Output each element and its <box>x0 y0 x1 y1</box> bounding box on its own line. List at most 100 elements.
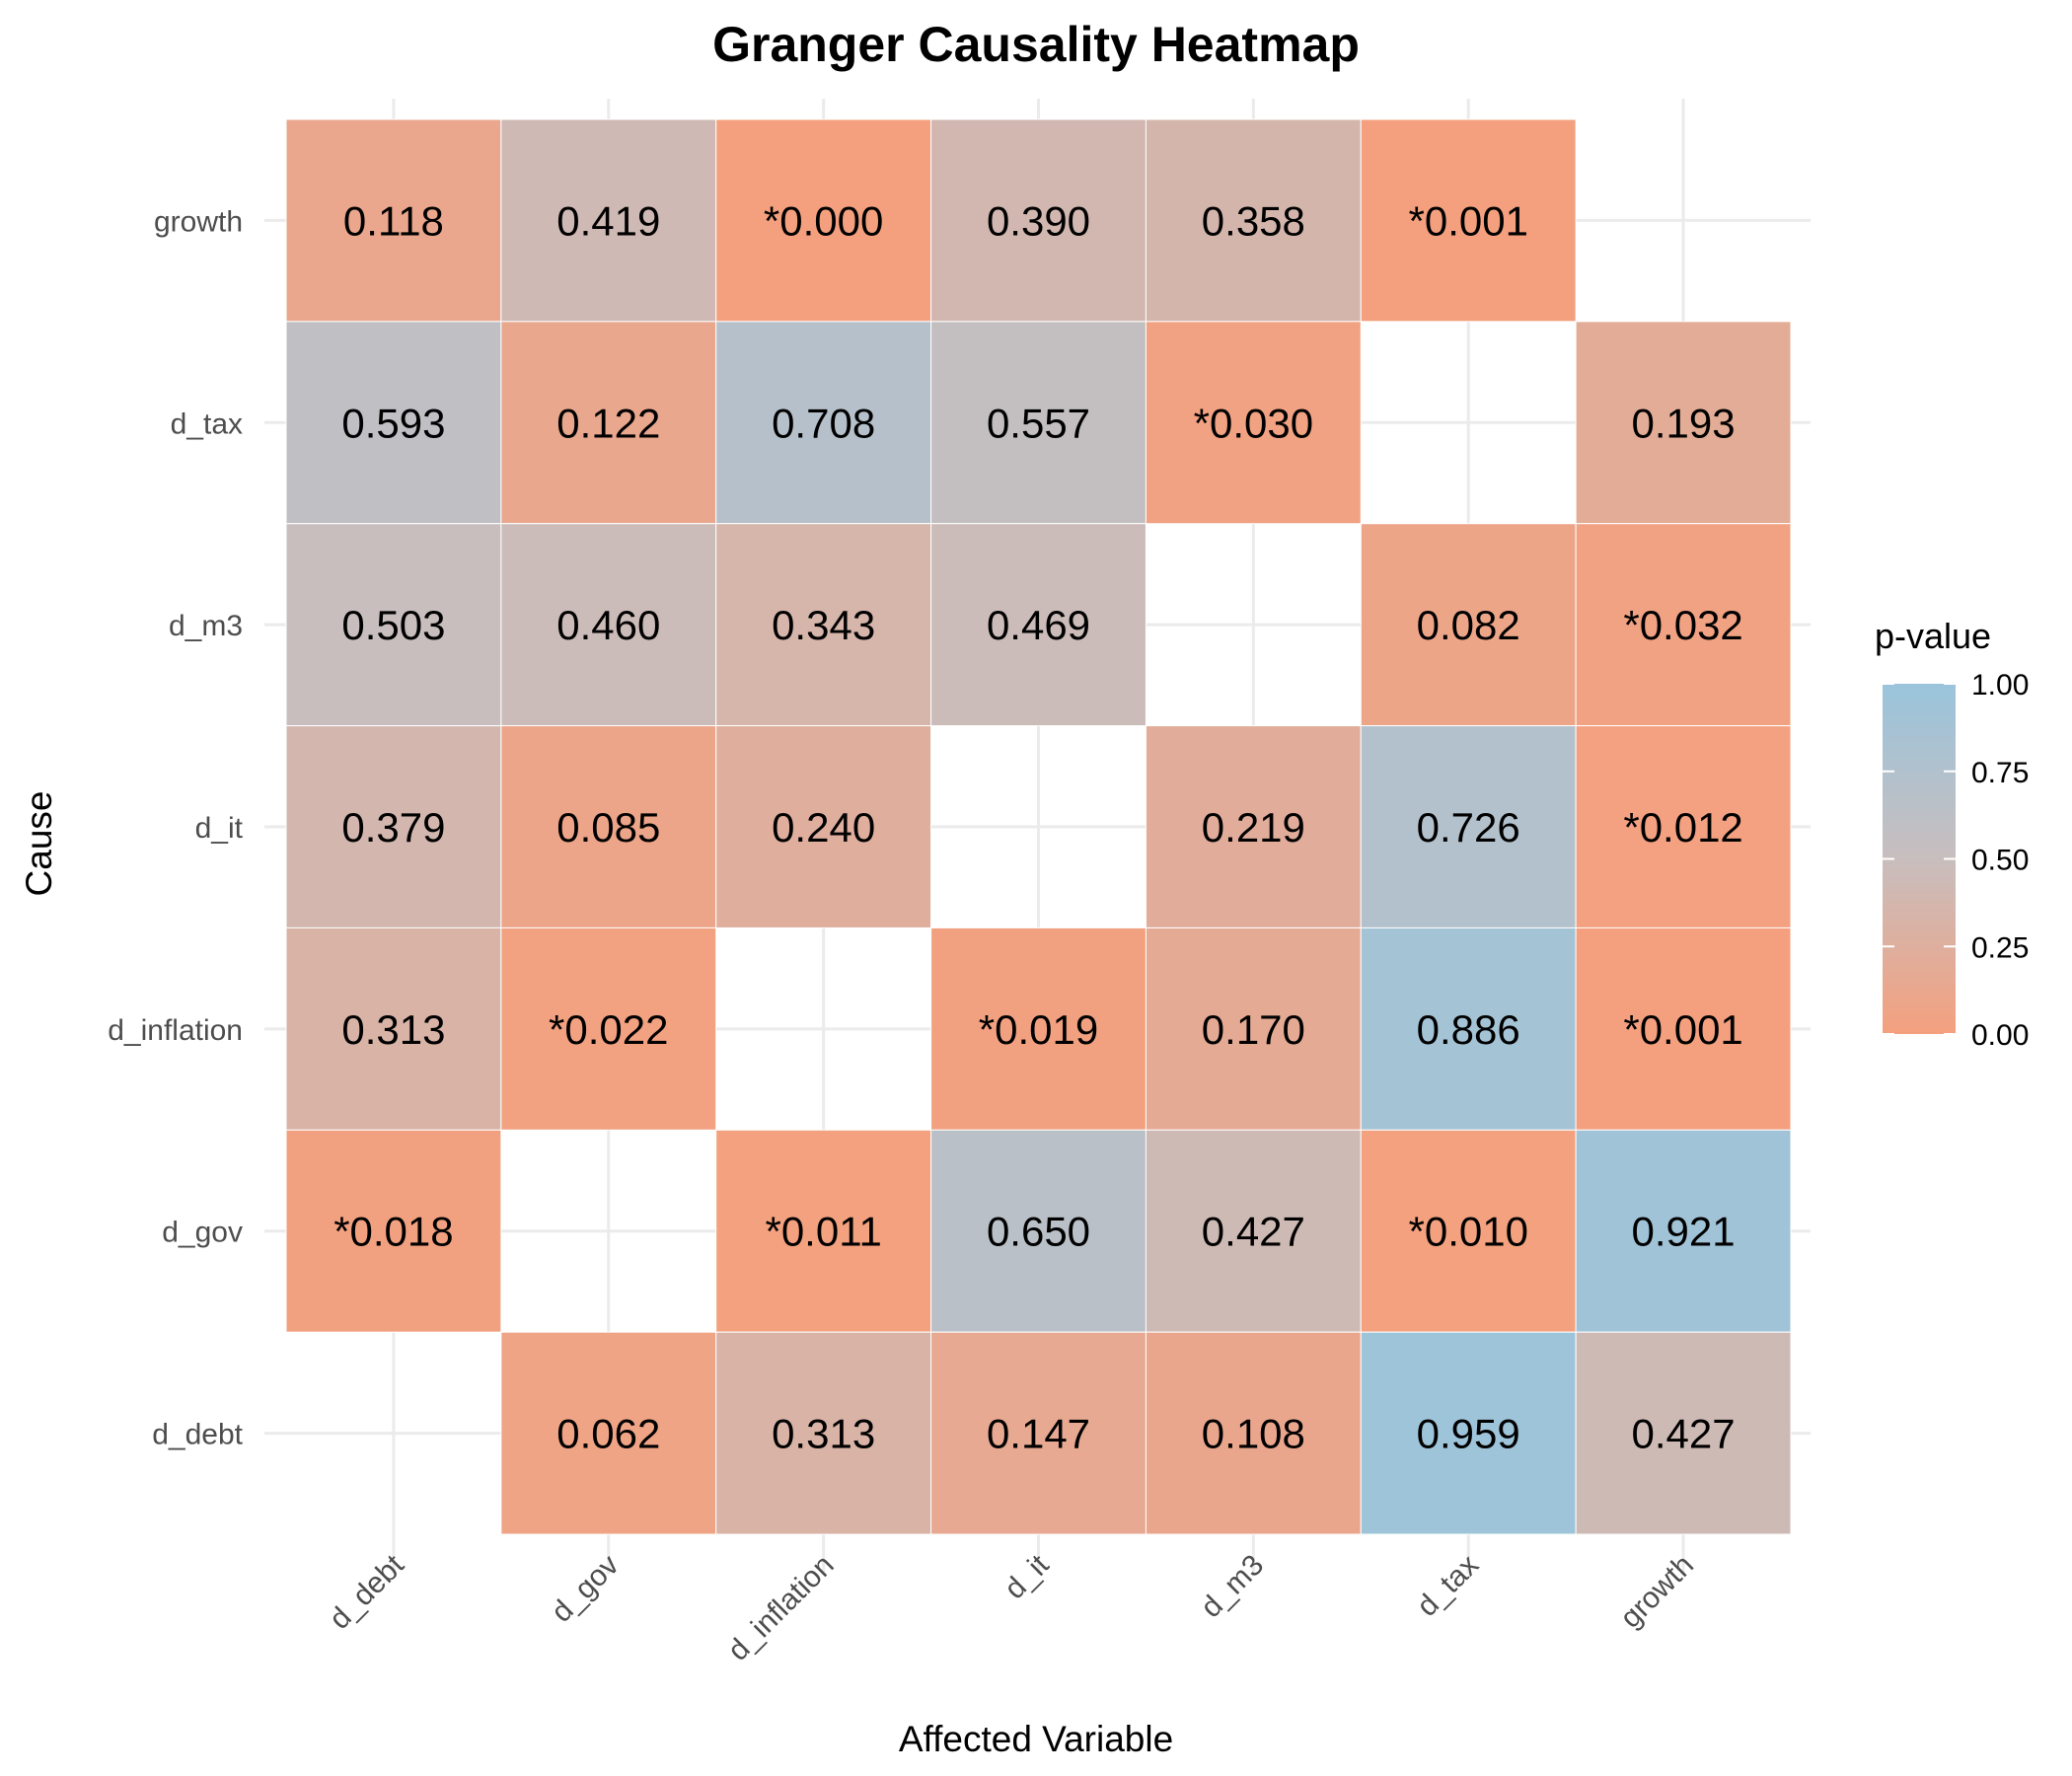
cell-value-label: 0.147 <box>987 1411 1090 1457</box>
heatmap-cell <box>500 926 717 1131</box>
cell-value-label: 0.062 <box>556 1411 660 1457</box>
cell-value-label: *0.032 <box>1623 602 1742 648</box>
cell-value-label: 0.419 <box>556 197 660 244</box>
heatmap-cells <box>285 118 1792 1535</box>
heatmap-cell <box>1575 523 1792 727</box>
heatmap-cell <box>1360 118 1577 323</box>
cell-value-label: *0.019 <box>979 1006 1098 1053</box>
heatmap-cell <box>500 1331 717 1535</box>
cell-value-label: 0.108 <box>1202 1411 1305 1457</box>
heatmap-cell <box>500 321 717 525</box>
heatmap-cell <box>930 926 1147 1131</box>
cell-value-label: 0.343 <box>772 602 875 648</box>
heatmap-cell <box>500 725 717 928</box>
cell-labels: 0.118 0.419 *0.000 0.390 0.358 *0.001 0.593 0.1… <box>333 197 1743 1456</box>
cell-value-label: 0.313 <box>772 1411 875 1457</box>
cell-value-label: 0.379 <box>341 804 445 851</box>
x-tick-label: d_m3 <box>1195 1549 1270 1624</box>
y-tick-label: d_gov <box>162 1217 243 1249</box>
heatmap-cell <box>1145 321 1362 525</box>
y-tick-label: d_m3 <box>169 610 243 642</box>
heatmap-cell <box>715 321 932 525</box>
heatmap-cell <box>1360 725 1577 928</box>
cell-value-label: 0.358 <box>1202 197 1305 244</box>
y-tick-label: d_tax <box>171 407 243 440</box>
cell-value-label: 0.726 <box>1417 804 1520 851</box>
heatmap-cell <box>715 523 932 727</box>
cell-value-label: 0.959 <box>1417 1411 1520 1457</box>
cell-value-label: 0.082 <box>1417 602 1520 648</box>
heatmap-cell <box>715 725 932 928</box>
cell-value-label: 0.427 <box>1632 1411 1736 1457</box>
y-tick-label: d_debt <box>152 1419 243 1451</box>
legend-colorbar <box>1883 684 1956 1034</box>
x-tick-label: growth <box>1614 1549 1700 1635</box>
cell-value-label: *0.001 <box>1408 197 1527 244</box>
cell-value-label: 0.469 <box>987 602 1090 648</box>
heatmap-cell <box>1575 1331 1792 1535</box>
cell-value-label: *0.012 <box>1623 804 1742 851</box>
cell-value-label: *0.022 <box>549 1006 668 1053</box>
cell-value-label: 0.122 <box>556 400 660 446</box>
cell-value-label: 0.219 <box>1202 804 1305 851</box>
legend-tick-label: 0.50 <box>1971 845 2029 877</box>
legend: 1.00 0.75 0.50 0.25 0.00 <box>1883 669 2029 1052</box>
heatmap-cell <box>285 926 502 1131</box>
x-axis-title: Affected Variable <box>899 1719 1173 1759</box>
cell-value-label: 0.240 <box>772 804 875 851</box>
heatmap-cell <box>1145 1129 1362 1333</box>
cell-value-label: 0.503 <box>341 602 445 648</box>
heatmap-cell <box>1575 725 1792 928</box>
cell-value-label: 0.427 <box>1202 1209 1305 1255</box>
y-tick-label: d_inflation <box>108 1014 243 1047</box>
heatmap-cell <box>930 523 1147 727</box>
heatmap-cell <box>285 118 502 323</box>
heatmap-cell <box>1360 1331 1577 1535</box>
heatmap-cell <box>715 118 932 323</box>
cell-value-label: *0.011 <box>765 1209 881 1255</box>
legend-tick-label: 0.25 <box>1971 931 2029 964</box>
legend-title: p-value <box>1875 616 1991 656</box>
cell-value-label: 0.708 <box>772 400 875 446</box>
cell-value-label: *0.030 <box>1194 400 1313 446</box>
x-tick-label: d_tax <box>1411 1549 1485 1623</box>
legend-tick-label: 0.00 <box>1971 1019 2029 1052</box>
heatmap-cell <box>1575 926 1792 1131</box>
cell-value-label: *0.000 <box>764 197 883 244</box>
heatmap-cell <box>1575 321 1792 525</box>
cell-value-label: 0.170 <box>1202 1006 1305 1053</box>
cell-value-label: *0.018 <box>333 1209 453 1255</box>
cell-value-label: 0.085 <box>556 804 660 851</box>
cell-value-label: 0.593 <box>341 400 445 446</box>
cell-value-label: 0.193 <box>1632 400 1736 446</box>
cell-value-label: 0.886 <box>1417 1006 1520 1053</box>
heatmap-cell <box>1145 725 1362 928</box>
heatmap-cell <box>1145 1331 1362 1535</box>
heatmap-cell <box>285 1129 502 1333</box>
cell-value-label: 0.390 <box>987 197 1090 244</box>
heatmap-cell <box>930 321 1147 525</box>
y-tick-label: d_it <box>195 812 244 845</box>
legend-tick-label: 1.00 <box>1971 669 2029 702</box>
cell-value-label: 0.460 <box>556 602 660 648</box>
x-tick-label: d_debt <box>324 1548 411 1636</box>
x-tick-label: d_it <box>999 1548 1056 1605</box>
cell-value-label: 0.921 <box>1632 1209 1736 1255</box>
heatmap-cell <box>1360 1129 1577 1333</box>
cell-value-label: 0.557 <box>987 400 1090 446</box>
heatmap-cell <box>1360 926 1577 1131</box>
cell-value-label: 0.313 <box>341 1006 445 1053</box>
cell-value-label: 0.650 <box>987 1209 1090 1255</box>
heatmap-cell <box>1145 118 1362 323</box>
y-tick-label: growth <box>154 205 243 238</box>
heatmap-cell <box>1360 523 1577 727</box>
y-axis-title: Cause <box>19 791 59 897</box>
heatmap-cell <box>1575 1129 1792 1333</box>
x-tick-label: d_inflation <box>722 1549 841 1667</box>
heatmap-cell <box>285 321 502 525</box>
cell-value-label: *0.001 <box>1623 1006 1742 1053</box>
heatmap-cell <box>930 1331 1147 1535</box>
heatmap-cell <box>1145 926 1362 1131</box>
